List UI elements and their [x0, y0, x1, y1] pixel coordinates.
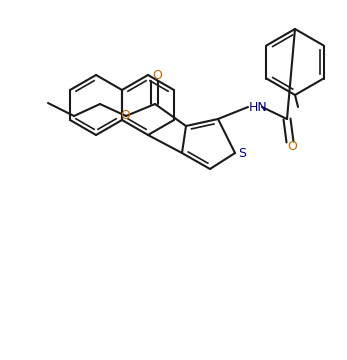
- Text: O: O: [152, 68, 162, 81]
- Text: S: S: [238, 147, 246, 159]
- Text: O: O: [287, 140, 297, 153]
- Text: HN: HN: [249, 100, 268, 113]
- Text: O: O: [120, 108, 130, 122]
